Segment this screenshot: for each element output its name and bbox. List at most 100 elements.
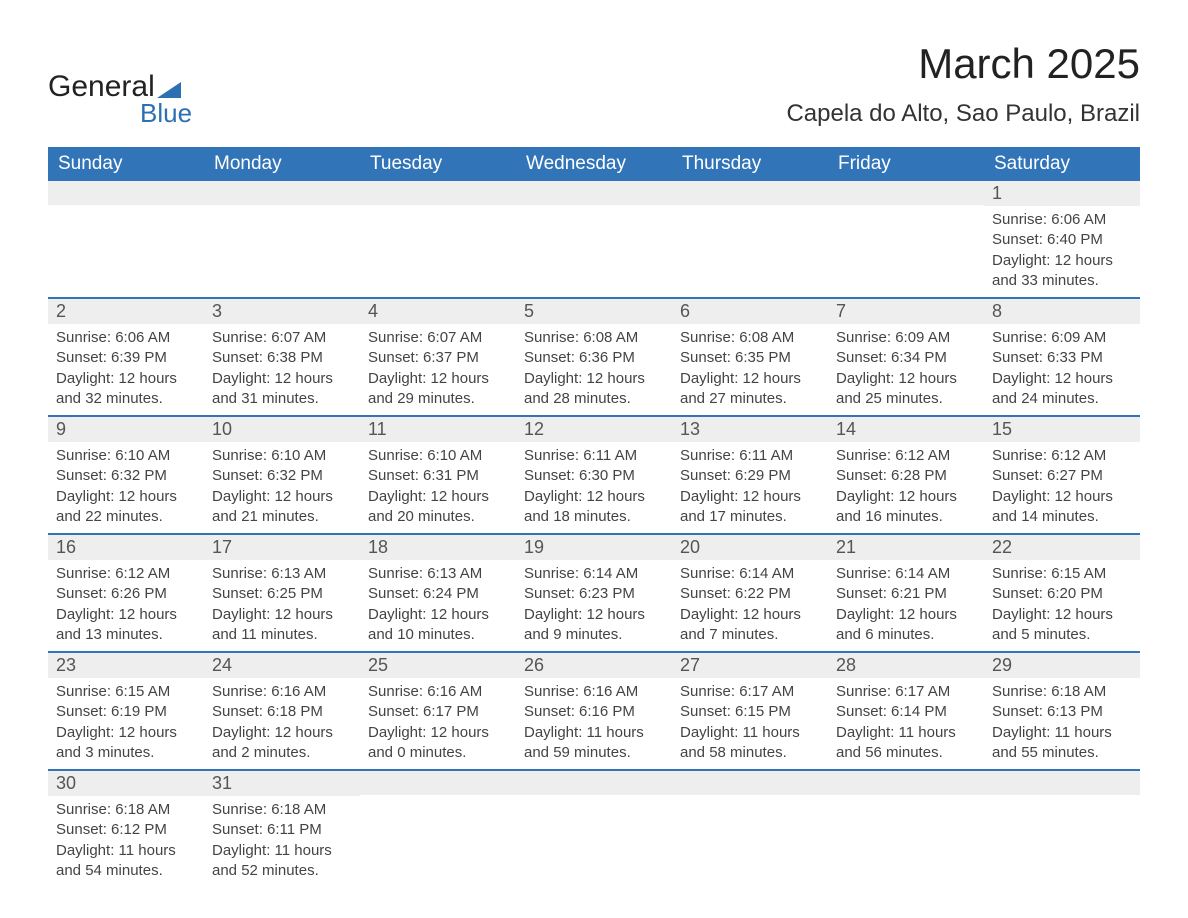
day-details: Sunrise: 6:07 AMSunset: 6:37 PMDaylight:… bbox=[360, 324, 516, 415]
header: General Blue March 2025 Capela do Alto, … bbox=[48, 40, 1140, 129]
day-number: 23 bbox=[48, 653, 204, 678]
daylight-line: Daylight: 12 hours and 21 minutes. bbox=[212, 487, 352, 528]
day-number: 3 bbox=[204, 299, 360, 324]
daylight-line: Daylight: 11 hours and 55 minutes. bbox=[992, 723, 1132, 764]
day-details bbox=[48, 205, 204, 275]
day-details: Sunrise: 6:18 AMSunset: 6:12 PMDaylight:… bbox=[48, 796, 204, 887]
day-number bbox=[360, 181, 516, 205]
calendar-day: 14Sunrise: 6:12 AMSunset: 6:28 PMDayligh… bbox=[828, 416, 984, 534]
calendar-day: 17Sunrise: 6:13 AMSunset: 6:25 PMDayligh… bbox=[204, 534, 360, 652]
sunrise-line: Sunrise: 6:06 AM bbox=[56, 328, 196, 348]
day-number bbox=[672, 771, 828, 795]
day-details: Sunrise: 6:14 AMSunset: 6:23 PMDaylight:… bbox=[516, 560, 672, 651]
calendar-day: 30Sunrise: 6:18 AMSunset: 6:12 PMDayligh… bbox=[48, 770, 204, 887]
sunset-line: Sunset: 6:32 PM bbox=[212, 466, 352, 486]
daylight-line: Daylight: 11 hours and 56 minutes. bbox=[836, 723, 976, 764]
calendar-day: 4Sunrise: 6:07 AMSunset: 6:37 PMDaylight… bbox=[360, 298, 516, 416]
calendar-day: 11Sunrise: 6:10 AMSunset: 6:31 PMDayligh… bbox=[360, 416, 516, 534]
day-details: Sunrise: 6:08 AMSunset: 6:36 PMDaylight:… bbox=[516, 324, 672, 415]
sunrise-line: Sunrise: 6:12 AM bbox=[836, 446, 976, 466]
sunset-line: Sunset: 6:35 PM bbox=[680, 348, 820, 368]
weekday-header: Wednesday bbox=[516, 147, 672, 181]
calendar-day: 28Sunrise: 6:17 AMSunset: 6:14 PMDayligh… bbox=[828, 652, 984, 770]
daylight-line: Daylight: 12 hours and 25 minutes. bbox=[836, 369, 976, 410]
daylight-line: Daylight: 12 hours and 14 minutes. bbox=[992, 487, 1132, 528]
day-number: 10 bbox=[204, 417, 360, 442]
calendar-week: 16Sunrise: 6:12 AMSunset: 6:26 PMDayligh… bbox=[48, 534, 1140, 652]
calendar-day: 15Sunrise: 6:12 AMSunset: 6:27 PMDayligh… bbox=[984, 416, 1140, 534]
calendar-day: 3Sunrise: 6:07 AMSunset: 6:38 PMDaylight… bbox=[204, 298, 360, 416]
day-number: 4 bbox=[360, 299, 516, 324]
logo-word1: General bbox=[48, 70, 155, 104]
day-details bbox=[672, 205, 828, 275]
day-number: 14 bbox=[828, 417, 984, 442]
sunrise-line: Sunrise: 6:16 AM bbox=[368, 682, 508, 702]
day-details: Sunrise: 6:07 AMSunset: 6:38 PMDaylight:… bbox=[204, 324, 360, 415]
calendar-day-empty bbox=[360, 770, 516, 887]
day-details: Sunrise: 6:12 AMSunset: 6:26 PMDaylight:… bbox=[48, 560, 204, 651]
day-number bbox=[360, 771, 516, 795]
calendar-week: 9Sunrise: 6:10 AMSunset: 6:32 PMDaylight… bbox=[48, 416, 1140, 534]
calendar-day-empty bbox=[672, 770, 828, 887]
calendar-day-empty bbox=[828, 770, 984, 887]
sunset-line: Sunset: 6:20 PM bbox=[992, 584, 1132, 604]
sunset-line: Sunset: 6:22 PM bbox=[680, 584, 820, 604]
day-number bbox=[984, 771, 1140, 795]
calendar-day: 7Sunrise: 6:09 AMSunset: 6:34 PMDaylight… bbox=[828, 298, 984, 416]
day-details: Sunrise: 6:14 AMSunset: 6:22 PMDaylight:… bbox=[672, 560, 828, 651]
weekday-header: Tuesday bbox=[360, 147, 516, 181]
calendar-table: SundayMondayTuesdayWednesdayThursdayFrid… bbox=[48, 147, 1140, 887]
sunset-line: Sunset: 6:25 PM bbox=[212, 584, 352, 604]
day-details bbox=[828, 205, 984, 275]
sunset-line: Sunset: 6:37 PM bbox=[368, 348, 508, 368]
day-number bbox=[828, 771, 984, 795]
day-number: 19 bbox=[516, 535, 672, 560]
logo-word2: Blue bbox=[140, 98, 192, 129]
sunrise-line: Sunrise: 6:16 AM bbox=[524, 682, 664, 702]
logo-triangle-icon bbox=[157, 82, 181, 98]
sunrise-line: Sunrise: 6:07 AM bbox=[212, 328, 352, 348]
day-number bbox=[828, 181, 984, 205]
brand-logo: General Blue bbox=[48, 70, 192, 129]
calendar-week: 1Sunrise: 6:06 AMSunset: 6:40 PMDaylight… bbox=[48, 181, 1140, 298]
sunset-line: Sunset: 6:16 PM bbox=[524, 702, 664, 722]
daylight-line: Daylight: 12 hours and 10 minutes. bbox=[368, 605, 508, 646]
sunset-line: Sunset: 6:28 PM bbox=[836, 466, 976, 486]
day-number: 25 bbox=[360, 653, 516, 678]
sunrise-line: Sunrise: 6:11 AM bbox=[524, 446, 664, 466]
sunrise-line: Sunrise: 6:15 AM bbox=[992, 564, 1132, 584]
calendar-day-empty bbox=[672, 181, 828, 298]
day-number bbox=[48, 181, 204, 205]
day-number: 12 bbox=[516, 417, 672, 442]
day-number: 28 bbox=[828, 653, 984, 678]
calendar-day: 1Sunrise: 6:06 AMSunset: 6:40 PMDaylight… bbox=[984, 181, 1140, 298]
sunrise-line: Sunrise: 6:08 AM bbox=[524, 328, 664, 348]
day-number: 6 bbox=[672, 299, 828, 324]
day-details: Sunrise: 6:06 AMSunset: 6:40 PMDaylight:… bbox=[984, 206, 1140, 297]
day-details bbox=[516, 795, 672, 865]
day-details: Sunrise: 6:11 AMSunset: 6:29 PMDaylight:… bbox=[672, 442, 828, 533]
calendar-day: 5Sunrise: 6:08 AMSunset: 6:36 PMDaylight… bbox=[516, 298, 672, 416]
day-number bbox=[672, 181, 828, 205]
day-details: Sunrise: 6:18 AMSunset: 6:13 PMDaylight:… bbox=[984, 678, 1140, 769]
sunrise-line: Sunrise: 6:08 AM bbox=[680, 328, 820, 348]
daylight-line: Daylight: 11 hours and 58 minutes. bbox=[680, 723, 820, 764]
day-details: Sunrise: 6:16 AMSunset: 6:17 PMDaylight:… bbox=[360, 678, 516, 769]
day-details: Sunrise: 6:11 AMSunset: 6:30 PMDaylight:… bbox=[516, 442, 672, 533]
day-details: Sunrise: 6:17 AMSunset: 6:15 PMDaylight:… bbox=[672, 678, 828, 769]
day-details: Sunrise: 6:15 AMSunset: 6:20 PMDaylight:… bbox=[984, 560, 1140, 651]
day-details bbox=[828, 795, 984, 865]
weekday-header: Monday bbox=[204, 147, 360, 181]
sunrise-line: Sunrise: 6:09 AM bbox=[836, 328, 976, 348]
day-details: Sunrise: 6:13 AMSunset: 6:24 PMDaylight:… bbox=[360, 560, 516, 651]
sunrise-line: Sunrise: 6:07 AM bbox=[368, 328, 508, 348]
day-details: Sunrise: 6:15 AMSunset: 6:19 PMDaylight:… bbox=[48, 678, 204, 769]
daylight-line: Daylight: 12 hours and 29 minutes. bbox=[368, 369, 508, 410]
calendar-day: 2Sunrise: 6:06 AMSunset: 6:39 PMDaylight… bbox=[48, 298, 204, 416]
daylight-line: Daylight: 12 hours and 16 minutes. bbox=[836, 487, 976, 528]
day-number: 21 bbox=[828, 535, 984, 560]
day-details: Sunrise: 6:12 AMSunset: 6:28 PMDaylight:… bbox=[828, 442, 984, 533]
day-number bbox=[516, 181, 672, 205]
sunset-line: Sunset: 6:34 PM bbox=[836, 348, 976, 368]
day-details: Sunrise: 6:09 AMSunset: 6:33 PMDaylight:… bbox=[984, 324, 1140, 415]
